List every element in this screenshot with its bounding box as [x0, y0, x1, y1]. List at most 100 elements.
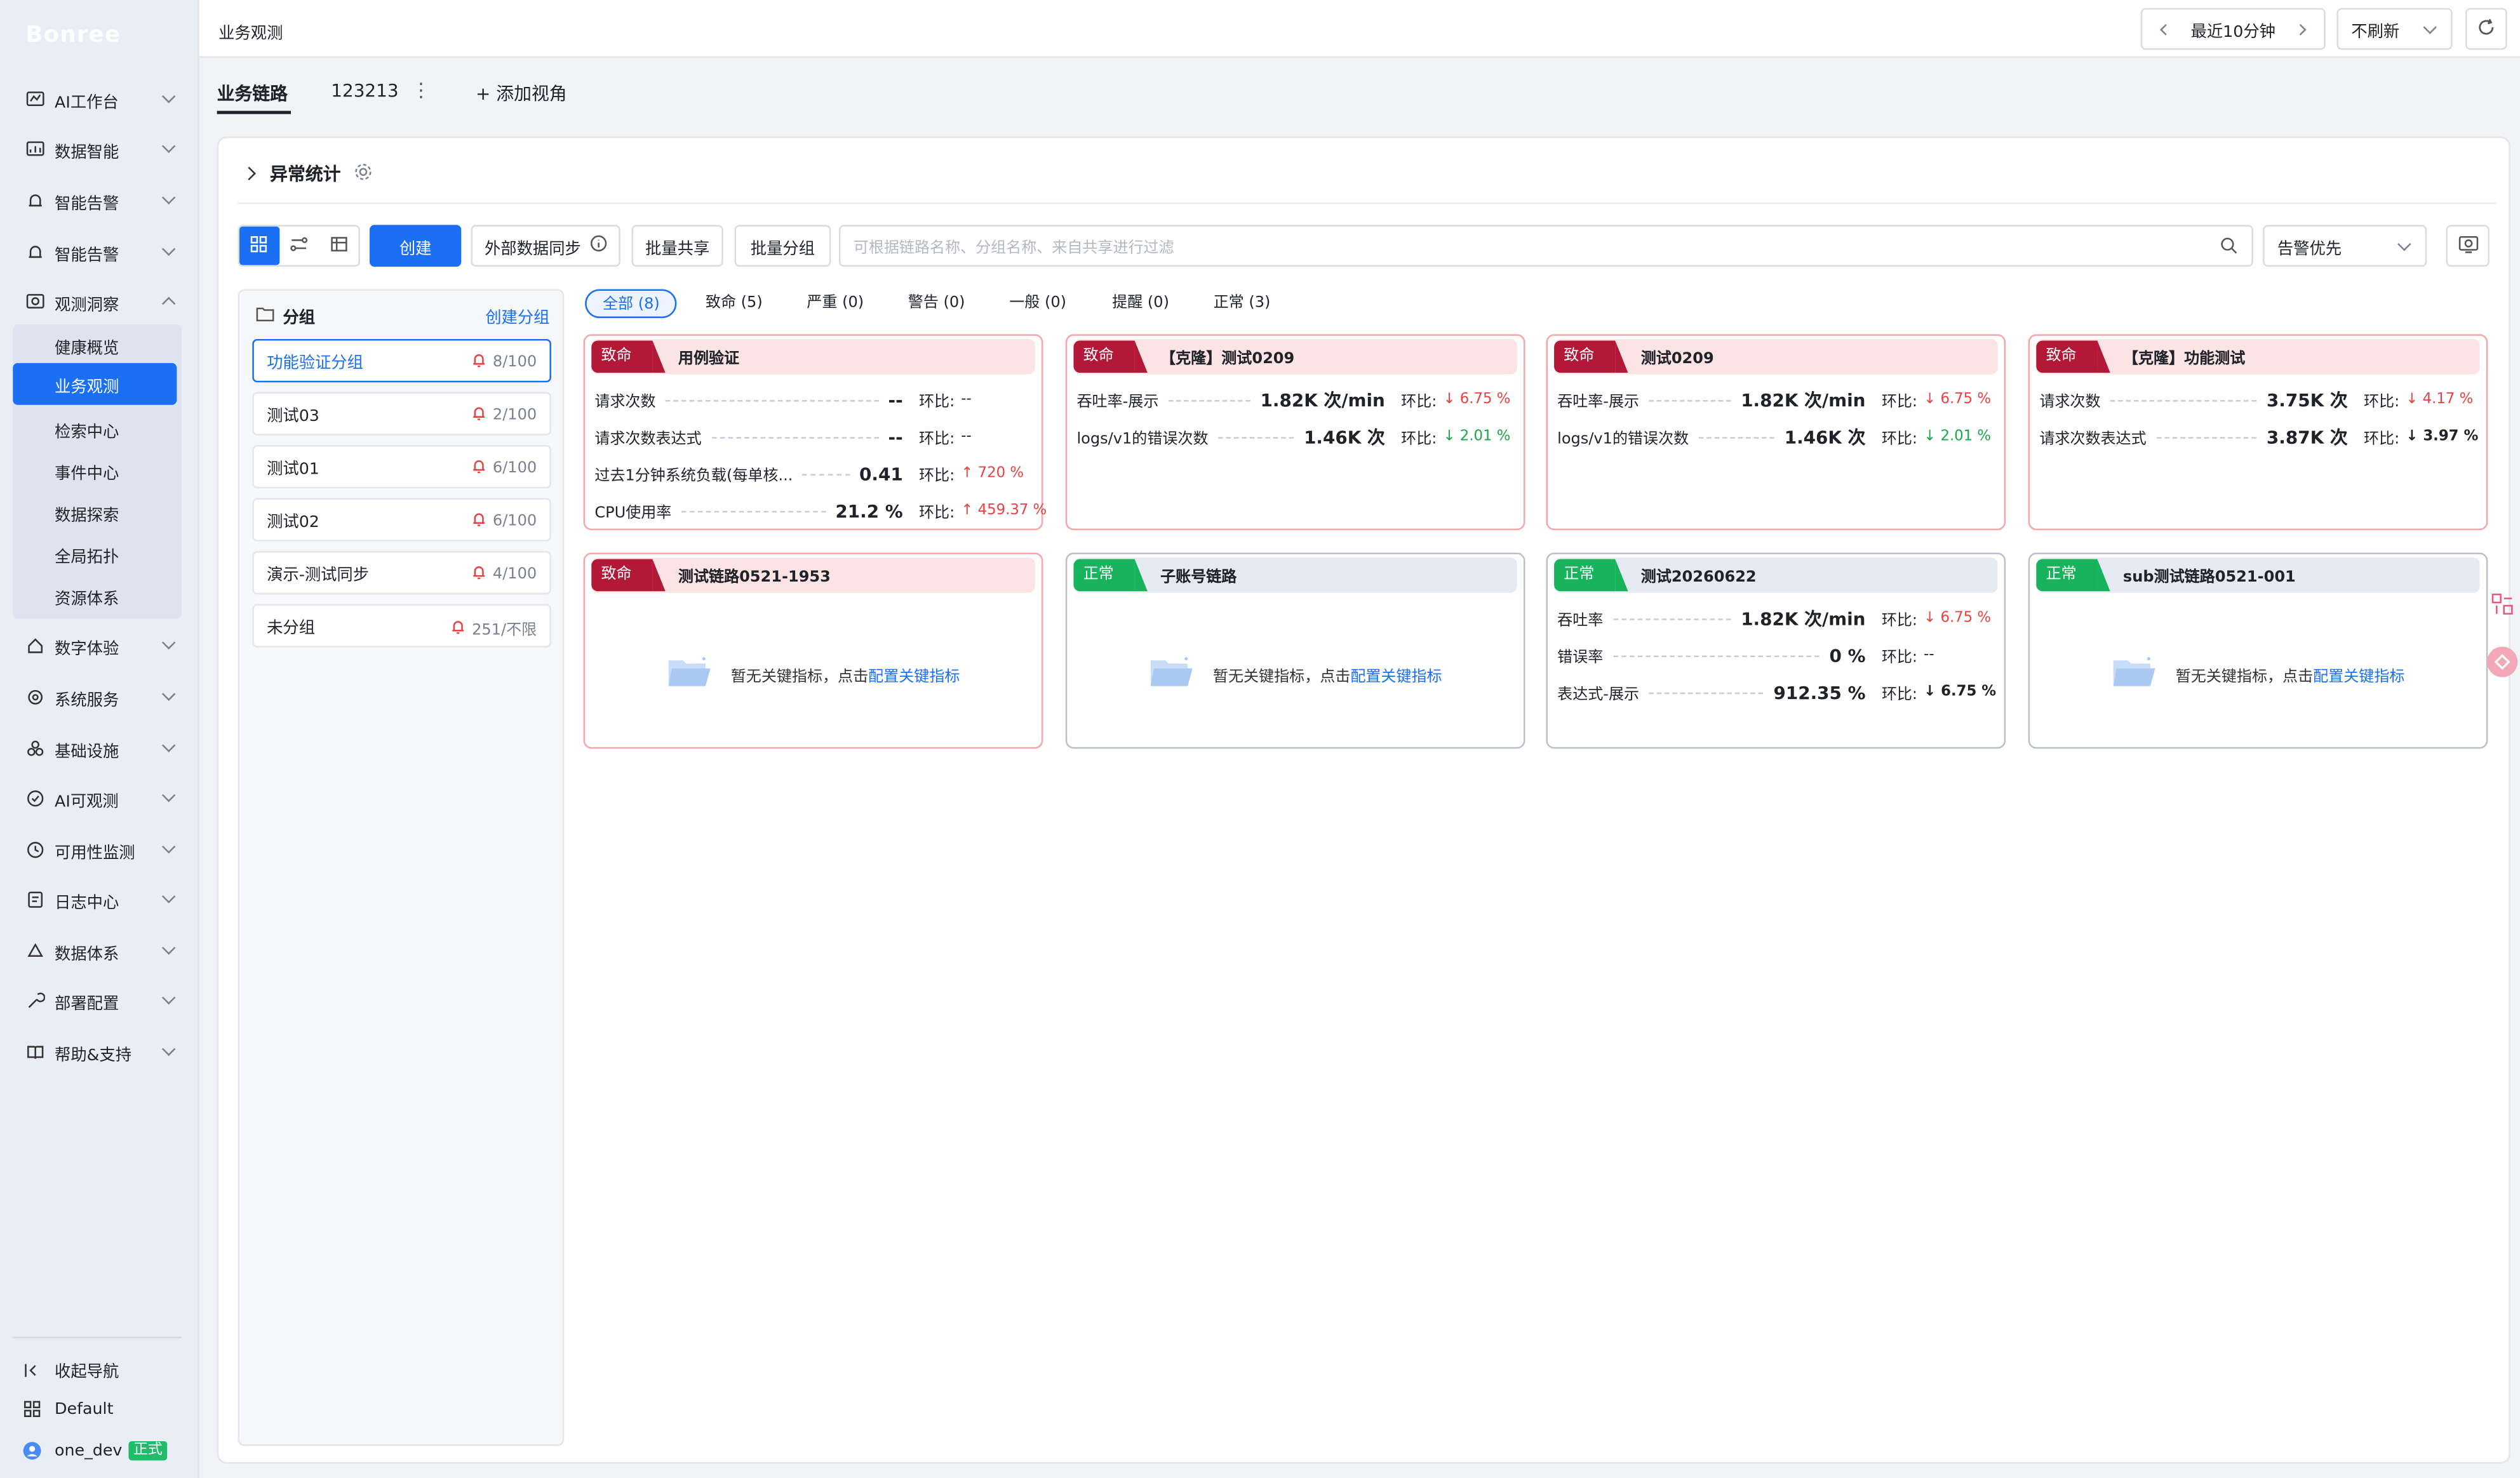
filter-fatal[interactable]: 致命 (5) — [705, 294, 763, 312]
filter-warning[interactable]: 警告 (0) — [908, 294, 965, 312]
sidebar-item-help[interactable]: 帮助&支持 — [13, 1033, 186, 1072]
chain-card[interactable]: 正常 sub测试链路0521-001 暂无关键指标，点击 配置关键指标 — [2028, 552, 2488, 749]
sidebar-subitem-search-center[interactable]: 检索中心 — [55, 423, 119, 441]
sidebar-item-label: 观测洞察 — [55, 296, 119, 314]
card-header: 正常 sub测试链路0521-001 — [2036, 557, 2480, 593]
sidebar-subitem-business-observation[interactable]: 业务观测 — [13, 363, 177, 405]
tab-business-chain[interactable]: 业务链路 — [217, 83, 288, 105]
assistant-icon[interactable] — [2486, 588, 2519, 620]
sidebar-item-infrastructure[interactable]: 基础设施 — [13, 729, 186, 768]
sidebar-subitem-resource-system[interactable]: 资源体系 — [55, 590, 119, 608]
sidebar-item-label: 部署配置 — [55, 995, 119, 1013]
metric-row: 请求次数 3.75K 次 环比: ↓ 4.17 % — [2039, 389, 2476, 411]
group-count: 251/不限 — [450, 617, 537, 639]
sidebar-item-system-service[interactable]: 系统服务 — [13, 678, 186, 717]
filter-general[interactable]: 一般 (0) — [1009, 294, 1067, 312]
config-metrics-link[interactable]: 配置关键指标 — [868, 667, 960, 686]
topology-view-button[interactable] — [279, 227, 318, 265]
data-system-icon — [25, 942, 44, 961]
card-view-button[interactable] — [239, 226, 279, 265]
chevron-down-icon — [161, 90, 176, 103]
sidebar-item-availability[interactable]: 可用性监测 — [13, 830, 186, 869]
sidebar-item-data-system[interactable]: 数据体系 — [13, 932, 186, 971]
group-item[interactable]: 测试01 6/100 — [252, 444, 551, 489]
batch-group-button[interactable]: 批量分组 — [734, 225, 831, 267]
metric-row: logs/v1的错误次数 1.46K 次 环比: ↓ 2.01 % — [1557, 426, 1994, 448]
metric-value: 1.46K 次 — [1304, 427, 1385, 449]
reload-button[interactable] — [2465, 8, 2507, 50]
chain-card[interactable]: 致命 测试0209 吞吐率-展示 1.82K 次/min 环比: ↓ 6.75 … — [1546, 334, 2006, 531]
create-group-link[interactable]: 创建分组 — [485, 310, 550, 328]
batch-share-button[interactable]: 批量共享 — [631, 225, 723, 267]
change-label: 环比: — [918, 504, 955, 523]
folder-icon — [2112, 654, 2157, 694]
metric-name: 请求次数表达式 — [2039, 430, 2147, 449]
group-count: 8/100 — [470, 352, 537, 373]
config-metrics-link[interactable]: 配置关键指标 — [1350, 667, 1442, 686]
sidebar-item-log-center[interactable]: 日志中心 — [13, 881, 186, 919]
sidebar-item-smart-alert-1[interactable]: 智能告警 — [13, 182, 186, 220]
config-metrics-link[interactable]: 配置关键指标 — [2313, 667, 2405, 686]
filter-all[interactable]: 全部 (8) — [585, 289, 678, 319]
sidebar-item-deploy-config[interactable]: 部署配置 — [13, 982, 186, 1020]
sidebar-subitem-health-overview[interactable]: 健康概览 — [55, 340, 119, 358]
sidebar-item-digital-experience[interactable]: 数字体验 — [13, 627, 186, 665]
export-icon — [2456, 234, 2479, 258]
external-sync-label: 外部数据同步 — [484, 240, 581, 258]
filter-critical[interactable]: 严重 (0) — [807, 294, 864, 312]
more-icon[interactable]: ⋮ — [411, 78, 431, 102]
chevron-right-icon[interactable] — [2295, 23, 2307, 36]
change-label: 环比: — [2363, 393, 2400, 411]
observability-icon — [25, 293, 44, 312]
time-range-picker[interactable]: 最近10分钟 — [2140, 8, 2326, 50]
sidebar-subitem-global-topology[interactable]: 全局拓扑 — [55, 549, 119, 567]
create-button[interactable]: 创建 — [370, 225, 462, 267]
sidebar-item-observability[interactable]: 观测洞察 — [13, 283, 186, 321]
sidebar-item-smart-alert-2[interactable]: 智能告警 — [13, 233, 186, 272]
collapse-nav-button[interactable]: 收起导航 — [22, 1357, 119, 1381]
group-item[interactable]: 测试03 2/100 — [252, 392, 551, 436]
filter-reminder[interactable]: 提醒 (0) — [1112, 294, 1169, 312]
sidebar-subitem-event-center[interactable]: 事件中心 — [55, 465, 119, 483]
status-badge: 致命 — [591, 559, 666, 592]
chain-card[interactable]: 正常 测试20260622 吞吐率 1.82K 次/min 环比: ↓ 6.75… — [1546, 552, 2006, 749]
card-title: 子账号链路 — [1160, 568, 1237, 587]
chain-card[interactable]: 致命 测试链路0521-1953 暂无关键指标，点击 配置关键指标 — [583, 552, 1043, 749]
time-range-label: 最近10分钟 — [2190, 23, 2275, 41]
sidebar-item-ai-workbench[interactable]: AI工作台 — [13, 81, 186, 119]
table-view-button[interactable] — [319, 227, 358, 265]
sort-select[interactable]: 告警优先 — [2263, 225, 2427, 267]
group-item[interactable]: 测试02 6/100 — [252, 498, 551, 542]
external-sync-button[interactable]: 外部数据同步 — [471, 225, 620, 267]
empty-text: 暂无关键指标，点击 — [730, 667, 869, 686]
anomaly-stats-header[interactable]: 异常统计 — [242, 161, 373, 186]
tab-123213[interactable]: 123213 — [331, 80, 399, 102]
filter-normal[interactable]: 正常 (3) — [1213, 294, 1271, 312]
chain-card[interactable]: 正常 子账号链路 暂无关键指标，点击 配置关键指标 — [1065, 552, 1525, 749]
help-bot-icon[interactable] — [2486, 646, 2519, 678]
chevron-left-icon[interactable] — [2160, 23, 2171, 36]
group-name: 演示-测试同步 — [267, 567, 370, 585]
chain-card[interactable]: 致命 用例验证 请求次数 -- 环比: -- 请求次数表达式 -- 环比: --… — [583, 334, 1047, 531]
workspace-switcher[interactable]: Default — [22, 1399, 114, 1418]
search-input[interactable]: 可根据链路名称、分组名称、来自共享进行过滤 — [838, 225, 2253, 267]
gear-icon[interactable] — [354, 161, 373, 185]
chain-card[interactable]: 致命 【克隆】测试0209 吞吐率-展示 1.82K 次/min 环比: ↓ 6… — [1065, 334, 1525, 531]
add-view-button[interactable]: + 添加视角 — [476, 83, 567, 105]
metric-change: -- — [961, 392, 972, 408]
export-button[interactable] — [2446, 225, 2490, 267]
sidebar-item-data-intelligence[interactable]: 数据智能 — [13, 130, 186, 169]
sidebar-subitem-data-explore[interactable]: 数据探索 — [55, 507, 119, 525]
brand-logo: Bonree — [25, 22, 121, 48]
group-item[interactable]: 演示-测试同步 4/100 — [252, 550, 551, 595]
sidebar-item-ai-observability[interactable]: AI可观测 — [13, 779, 186, 818]
bell-icon — [470, 511, 486, 532]
group-item[interactable]: 未分组 251/不限 — [252, 604, 551, 648]
user-menu[interactable]: one_dev 正式 — [22, 1441, 168, 1461]
metric-row: 吞吐率-展示 1.82K 次/min 环比: ↓ 6.75 % — [1557, 389, 1994, 411]
group-item[interactable]: 功能验证分组 8/100 — [252, 338, 551, 383]
chain-card[interactable]: 致命 【克隆】功能测试 请求次数 3.75K 次 环比: ↓ 4.17 % 请求… — [2028, 334, 2488, 531]
card-header: 致命 用例验证 — [591, 338, 1035, 375]
refresh-interval-select[interactable]: 不刷新 — [2336, 8, 2453, 50]
